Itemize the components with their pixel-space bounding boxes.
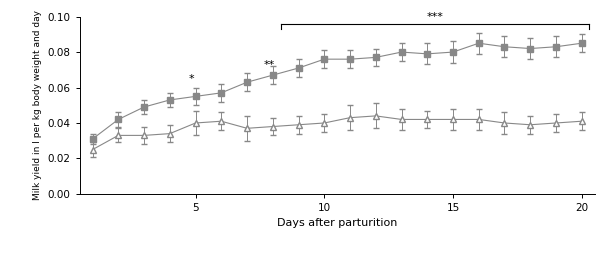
- Text: ***: ***: [427, 12, 443, 22]
- Text: *: *: [189, 74, 194, 84]
- Text: **: **: [264, 60, 275, 70]
- X-axis label: Days after parturition: Days after parturition: [277, 219, 397, 229]
- Y-axis label: Milk yield in l per kg body weight and day: Milk yield in l per kg body weight and d…: [33, 10, 42, 200]
